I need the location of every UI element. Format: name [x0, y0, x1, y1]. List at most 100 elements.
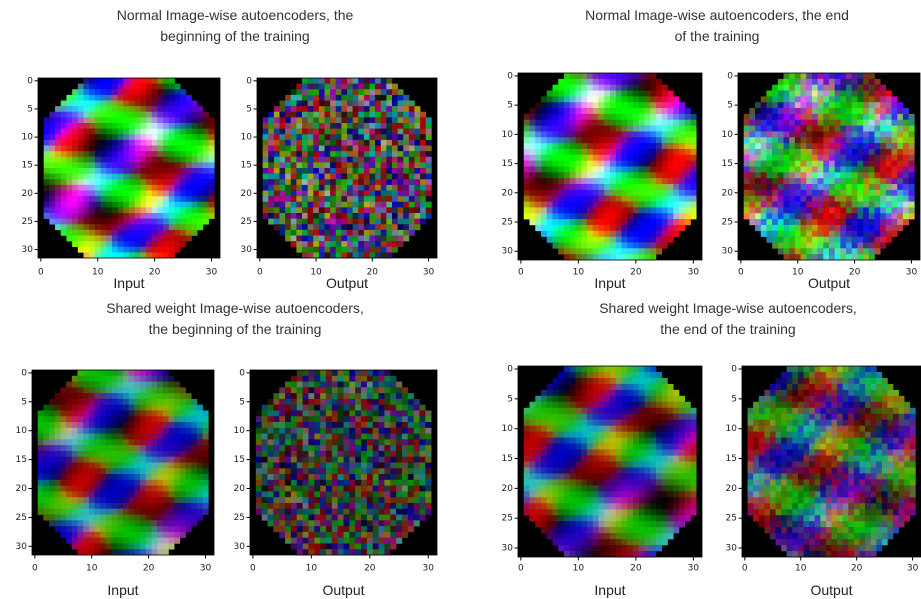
pixel [95, 185, 101, 191]
pixel [524, 137, 530, 143]
pixel [627, 91, 633, 97]
pixel [402, 399, 408, 405]
pixel [274, 129, 280, 135]
pixel [386, 89, 392, 95]
pixel [892, 167, 898, 173]
pixel [604, 108, 610, 114]
pixel [60, 503, 66, 509]
pixel [426, 196, 432, 202]
pixel [812, 231, 818, 237]
pixel [95, 117, 101, 123]
pixel [285, 162, 291, 168]
pixel [846, 190, 852, 196]
pixel [325, 89, 331, 95]
pixel [273, 422, 279, 428]
pixel [140, 486, 146, 492]
pixel [587, 73, 593, 79]
pixel [66, 393, 72, 399]
pixel [72, 434, 78, 440]
pixel [209, 196, 215, 202]
pixel [668, 167, 674, 173]
pixel [336, 123, 342, 129]
pixel [408, 457, 414, 463]
pixel [140, 439, 146, 445]
pixel [353, 157, 359, 163]
pixel [117, 526, 123, 532]
pixel [117, 503, 123, 509]
pixel [72, 480, 78, 486]
pixel [880, 102, 886, 108]
pixel [650, 196, 656, 202]
pixel [795, 225, 801, 231]
pixel [425, 428, 431, 434]
pixel [49, 509, 55, 515]
pixel [89, 486, 95, 492]
pixel [662, 155, 668, 161]
pixel [633, 114, 639, 120]
pixel [118, 129, 124, 135]
pixel [409, 213, 415, 219]
pixel [761, 196, 767, 202]
pixel [835, 219, 841, 225]
pixel [100, 376, 106, 382]
pixel [524, 161, 530, 167]
pixel [367, 393, 373, 399]
pixel [398, 179, 404, 185]
pixel [151, 451, 157, 457]
pixel [197, 445, 203, 451]
pixel [118, 89, 124, 95]
pixel [78, 387, 84, 393]
pixel [279, 434, 285, 440]
pixel [303, 486, 309, 492]
pixel [302, 168, 308, 174]
pixel [330, 84, 336, 90]
pixel [778, 219, 784, 225]
pixel [101, 117, 107, 123]
pixel [285, 434, 291, 440]
pixel [570, 219, 576, 225]
pixel [823, 202, 829, 208]
pixel [186, 416, 192, 422]
pixel [84, 168, 90, 174]
pixel [49, 474, 55, 480]
pixel [72, 157, 78, 163]
pixel [656, 108, 662, 114]
pixel [61, 185, 67, 191]
pixel [66, 168, 72, 174]
pixel [857, 213, 863, 219]
pixel [174, 468, 180, 474]
pixel [186, 445, 192, 451]
pixel [157, 370, 163, 376]
pixel [320, 422, 326, 428]
pixel [426, 146, 432, 152]
pixel [49, 399, 55, 405]
pixel [112, 191, 118, 197]
pixel [564, 184, 570, 190]
pixel [806, 167, 812, 173]
pixel [564, 178, 570, 184]
pixel [795, 207, 801, 213]
pixel [197, 468, 203, 474]
y-tick-label: 20 [502, 188, 514, 198]
pixel [823, 207, 829, 213]
pixel [379, 480, 385, 486]
pixel [55, 134, 61, 140]
pixel [129, 428, 135, 434]
pixel [755, 184, 761, 190]
pixel [302, 106, 308, 112]
pixel [875, 79, 881, 85]
pixel [191, 451, 197, 457]
pixel [112, 117, 118, 123]
pixel [112, 526, 118, 532]
pixel [656, 172, 662, 178]
pixel [347, 112, 353, 118]
pixel [610, 73, 616, 79]
pixel [78, 241, 84, 247]
pixel [84, 84, 90, 90]
pixel [347, 202, 353, 208]
pixel [784, 213, 790, 219]
pixel [302, 196, 308, 202]
pixel [263, 134, 269, 140]
pixel [180, 434, 186, 440]
pixel [84, 146, 90, 152]
